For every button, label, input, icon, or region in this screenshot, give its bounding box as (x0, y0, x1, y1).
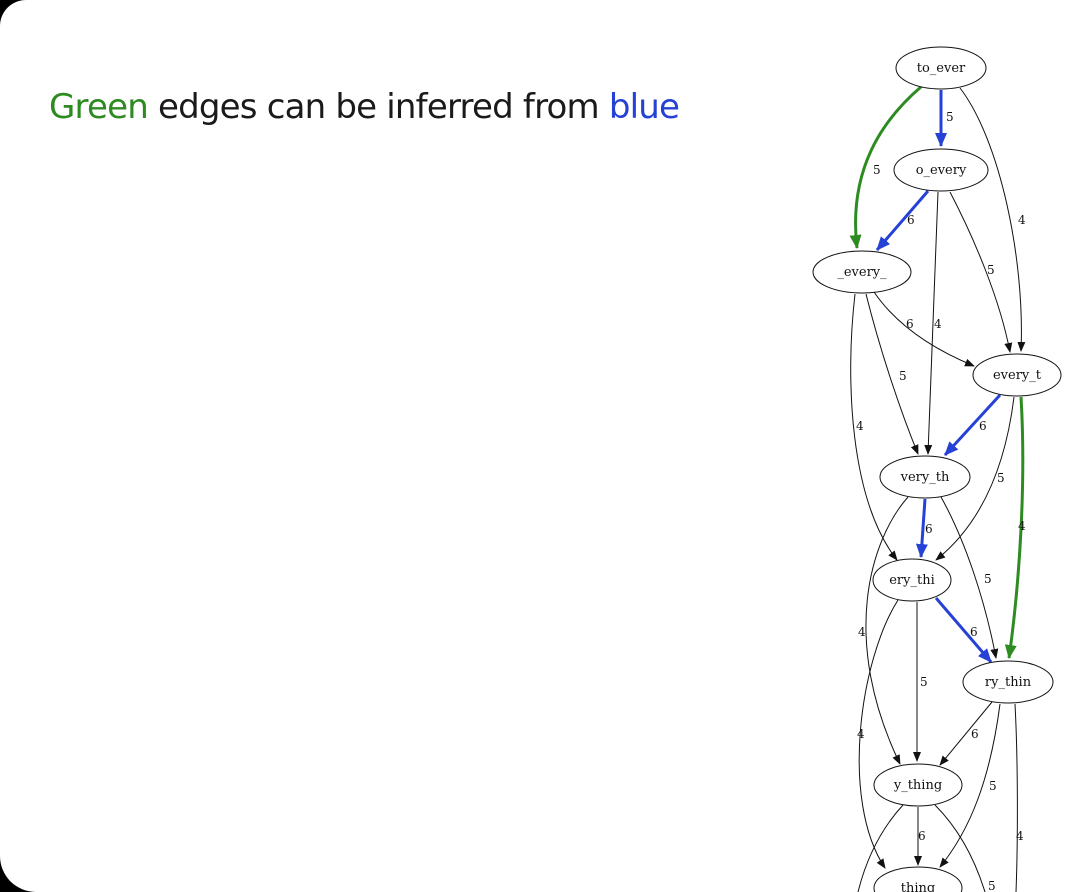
edge-weight-label: 5 (946, 110, 954, 124)
edge-weight-label: 6 (918, 829, 926, 843)
node-label: o_every (916, 163, 967, 178)
edge-oevery-to-everyt (949, 191, 1013, 353)
node-label: _every_ (837, 265, 887, 280)
node-label: _thing_ (894, 881, 942, 892)
node-y-thing: y_thing (873, 763, 963, 807)
edge-weight-label: 6 (906, 317, 914, 331)
node-every-t: every_t (972, 353, 1062, 397)
edge-everyt-to-rythin (1004, 396, 1025, 659)
node-ellipse (873, 866, 963, 892)
edge-weight-label: 4 (1018, 519, 1026, 533)
edge-every-to-veryth (865, 293, 919, 455)
edge-weight-label: 4 (1018, 213, 1026, 227)
edge-weight-label: 5 (920, 675, 928, 689)
edge-oevery-to-veryth (924, 191, 939, 455)
edge-weight-label: 4 (857, 727, 865, 741)
edge-weight-label: 5 (988, 879, 996, 892)
edge-weight-label: 6 (970, 625, 978, 639)
node-ellipse (872, 558, 952, 602)
node-ery-thi: ery_thi (872, 558, 952, 602)
edge-weight-label: 6 (925, 522, 933, 536)
edge-every-to-erythi (850, 293, 898, 561)
edge-weight-label: 4 (856, 419, 864, 433)
edge-erythi-to-rythin (934, 597, 993, 663)
node-ry-thin: ry_thin (962, 660, 1054, 704)
node-o-every: o_every (893, 148, 989, 192)
edge-erythi-to-thing (858, 599, 899, 869)
edge-toever-to-everyt (959, 87, 1026, 352)
edge-weight-label: 5 (873, 163, 881, 177)
node-label: to_ever (917, 61, 966, 76)
edge-weight-label: 5 (987, 263, 995, 277)
node-ellipse (879, 455, 971, 499)
node-label: y_thing (893, 778, 942, 793)
edge-rythin-to-below (1014, 703, 1018, 892)
edge-weight-label: 4 (858, 625, 866, 639)
node-ellipse (972, 353, 1062, 397)
edge-weight-label: 4 (934, 317, 942, 331)
edge-weight-label: 5 (899, 369, 907, 383)
edge-toever-to-every (849, 84, 923, 249)
edge-ything-to-belowright (934, 804, 986, 892)
node-ellipse (873, 763, 963, 807)
edge-ything-to-belowleft (857, 804, 904, 892)
edge-weight-label: 5 (997, 471, 1005, 485)
node-label: ry_thin (985, 675, 1032, 690)
edges-layer: 5 5 4 6 5 4 6 5 4 6 5 4 6 5 4 6 5 4 6 5 4 6 5 (849, 84, 1026, 892)
node-label: every_t (993, 368, 1042, 383)
edge-rythin-to-ything (939, 701, 993, 766)
node-every: _every_ (812, 250, 912, 294)
edge-oevery-to-every (875, 190, 930, 251)
node-to-ever: to_ever (895, 46, 987, 90)
nodes-layer: to_ever o_every _every_ every_t very_th ery_t… (812, 46, 1062, 892)
node-label: very_th (900, 470, 950, 485)
edge-everyt-to-erythi (935, 396, 1015, 561)
edge-veryth-to-ything (865, 496, 909, 765)
edge-rythin-to-thing (939, 703, 1001, 868)
edge-veryth-to-rythin (940, 496, 999, 659)
node-label: ery_thi (889, 573, 935, 588)
headline-green-word: Green (49, 87, 149, 127)
edge-every-to-everyt (873, 291, 975, 367)
edge-weight-label: 5 (984, 572, 992, 586)
edge-weight-label: 6 (907, 213, 915, 227)
headline-middle-text: edges can be inferred from (147, 87, 609, 127)
node-thing: _thing_ (873, 866, 963, 892)
edge-weight-label: 4 (1016, 829, 1024, 843)
edge-weight-label: 5 (989, 779, 997, 793)
edge-weight-label: 6 (979, 419, 987, 433)
edge-everyt-to-veryth (943, 393, 1002, 457)
node-ellipse (962, 660, 1054, 704)
node-ellipse (812, 250, 912, 294)
headline-blue-word: blue (608, 87, 680, 127)
edge-veryth-to-erythi (915, 498, 928, 558)
node-ellipse (893, 148, 989, 192)
node-very-th: very_th (879, 455, 971, 499)
slide-headline: Green edges can be inferred from blue (49, 87, 680, 127)
edge-weight-label: 6 (971, 727, 979, 741)
node-ellipse (895, 46, 987, 90)
